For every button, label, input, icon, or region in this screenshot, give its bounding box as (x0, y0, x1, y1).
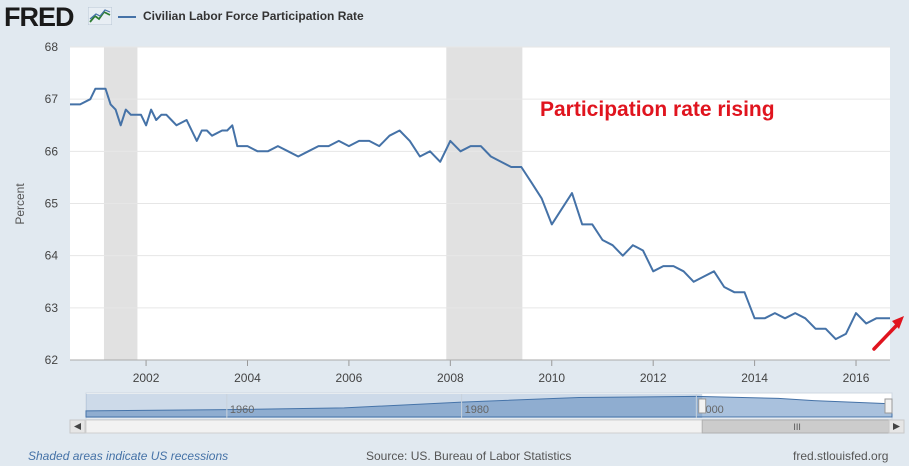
fred-logo[interactable]: FRED (4, 2, 74, 32)
x-tick-label: 2010 (538, 371, 565, 385)
legend-series-label[interactable]: Civilian Labor Force Participation Rate (143, 9, 364, 23)
y-tick-label: 65 (45, 197, 59, 211)
x-tick-label: 2006 (336, 371, 363, 385)
x-tick-label: 2014 (741, 371, 768, 385)
recession-note: Shaded areas indicate US recessions (28, 449, 229, 463)
y-tick-label: 64 (45, 249, 59, 263)
y-tick-label: 63 (45, 301, 59, 315)
annotation-text: Participation rate rising (540, 98, 775, 121)
series-line[interactable] (70, 87, 890, 341)
navigator[interactable]: 1960 1980 2000 III (69, 392, 905, 434)
red-up-right-arrow (872, 316, 904, 351)
y-tick-label: 67 (45, 92, 59, 106)
x-tick-label: 2016 (843, 371, 870, 385)
navigator-handle-right[interactable] (884, 398, 893, 414)
y-tick-labels: 62 63 64 65 66 67 68 (45, 40, 59, 367)
y-tick-label: 68 (45, 40, 59, 54)
chart-header: FRED Civilian Labor Force Participation … (0, 0, 909, 34)
scroll-right-arrow[interactable] (888, 419, 905, 434)
y-tick-label: 62 (45, 353, 59, 367)
x-tick-label: 2004 (234, 371, 261, 385)
navigator-mask (86, 394, 703, 418)
scrollbar-grip: III (793, 422, 801, 432)
x-tick-labels: 2002 2004 2006 2008 2010 2012 2014 2016 (70, 359, 890, 385)
navigator-tick-label: 1960 (230, 404, 254, 416)
x-tick-label: 2012 (640, 371, 667, 385)
legend-swatch (118, 16, 136, 18)
y-axis-label: Percent (13, 183, 27, 225)
x-tick-label: 2002 (133, 371, 160, 385)
fred-chart-icon (88, 7, 112, 25)
source-text: Source: US. Bureau of Labor Statistics (366, 449, 572, 463)
x-tick-label: 2008 (437, 371, 464, 385)
site-link[interactable]: fred.stlouisfed.org (793, 449, 889, 463)
navigator-handle-left[interactable] (698, 398, 707, 414)
y-tick-label: 66 (45, 144, 59, 158)
navigator-tick-label: 1980 (465, 404, 489, 416)
scroll-left-arrow[interactable] (69, 419, 86, 434)
